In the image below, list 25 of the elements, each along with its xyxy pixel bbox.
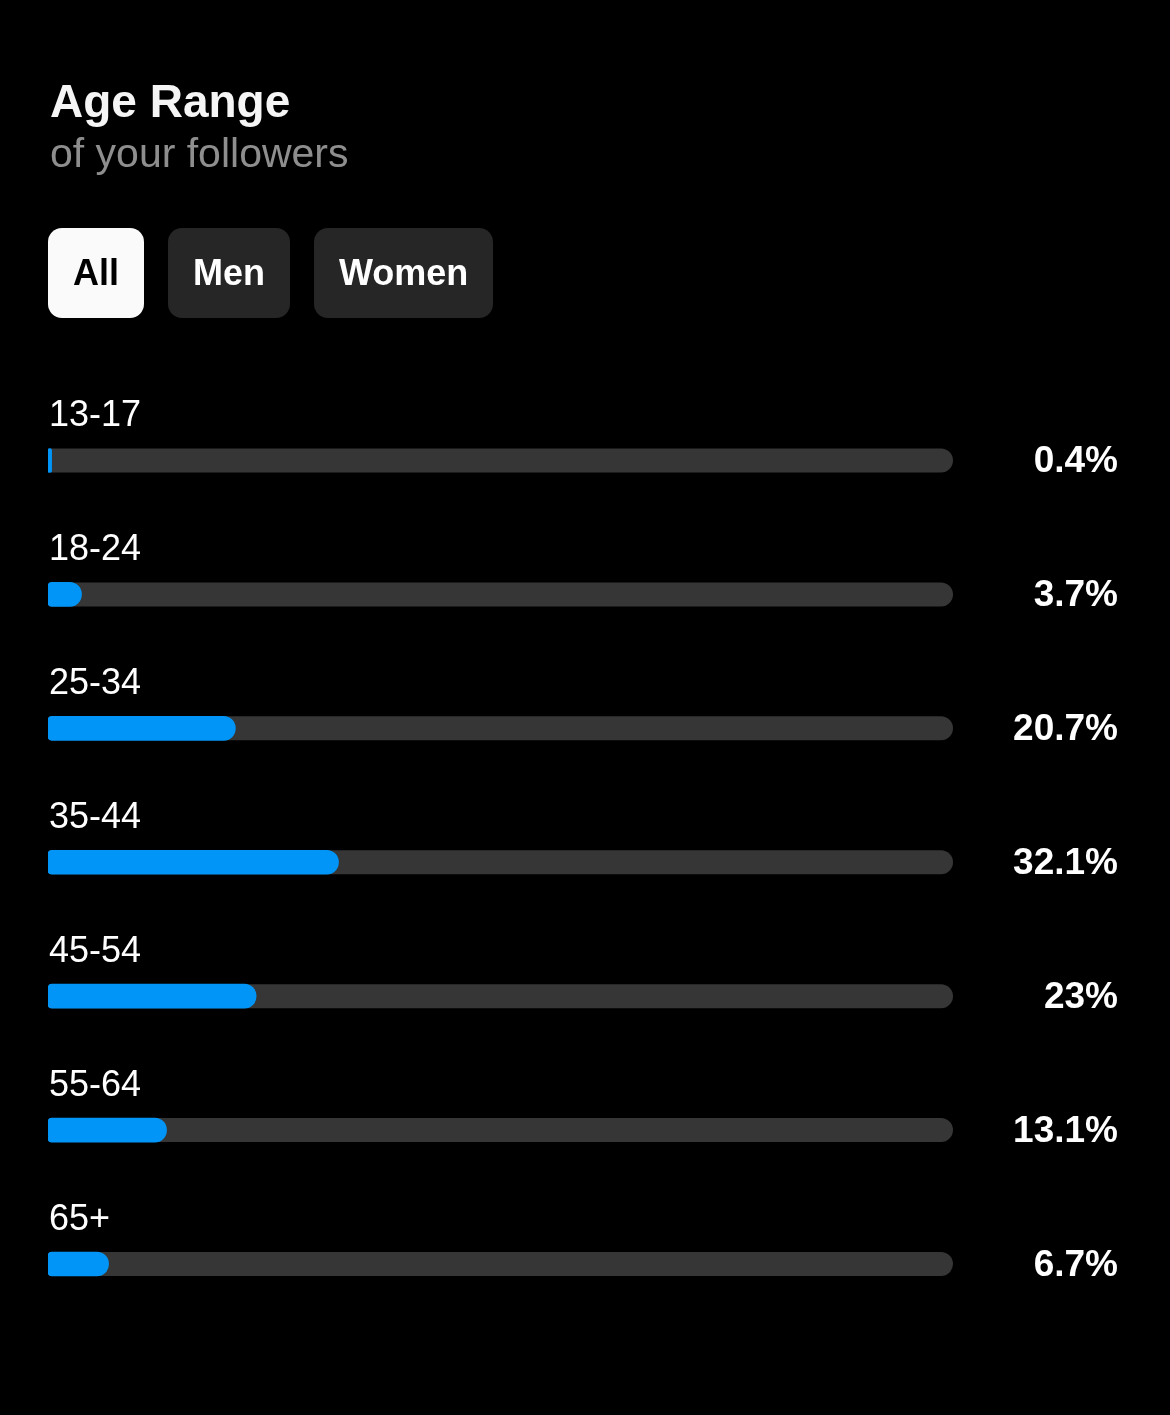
y-tick-label: 25-34 bbox=[49, 661, 142, 703]
bar bbox=[48, 983, 257, 1009]
bar bbox=[48, 448, 52, 473]
data-label: 23% bbox=[1043, 975, 1118, 1017]
bar bbox=[48, 1117, 167, 1143]
chart-title: Age Range bbox=[50, 75, 291, 127]
text: All bbox=[73, 252, 120, 294]
y-tick-label: 35-44 bbox=[49, 795, 142, 837]
data-label: 3.7% bbox=[1033, 573, 1118, 615]
bar bbox=[48, 1251, 109, 1277]
data-label: 32.1% bbox=[1013, 841, 1118, 883]
y-tick-label: 45-54 bbox=[49, 929, 142, 971]
bar bbox=[48, 715, 236, 741]
data-label: 0.4% bbox=[1033, 439, 1118, 481]
data-label: 20.7% bbox=[1013, 707, 1118, 749]
y-tick-label: 18-24 bbox=[49, 527, 142, 569]
y-tick-label: 55-64 bbox=[49, 1063, 142, 1105]
text: Men bbox=[193, 252, 266, 294]
data-label: 13.1% bbox=[1013, 1109, 1118, 1151]
bar bbox=[48, 849, 339, 875]
data-label: 6.7% bbox=[1033, 1243, 1118, 1285]
chart-subtitle: of your followers bbox=[50, 130, 349, 176]
y-tick-label: 13-17 bbox=[49, 393, 142, 435]
text: Women bbox=[339, 252, 469, 294]
y-tick-label: 65+ bbox=[49, 1197, 111, 1239]
